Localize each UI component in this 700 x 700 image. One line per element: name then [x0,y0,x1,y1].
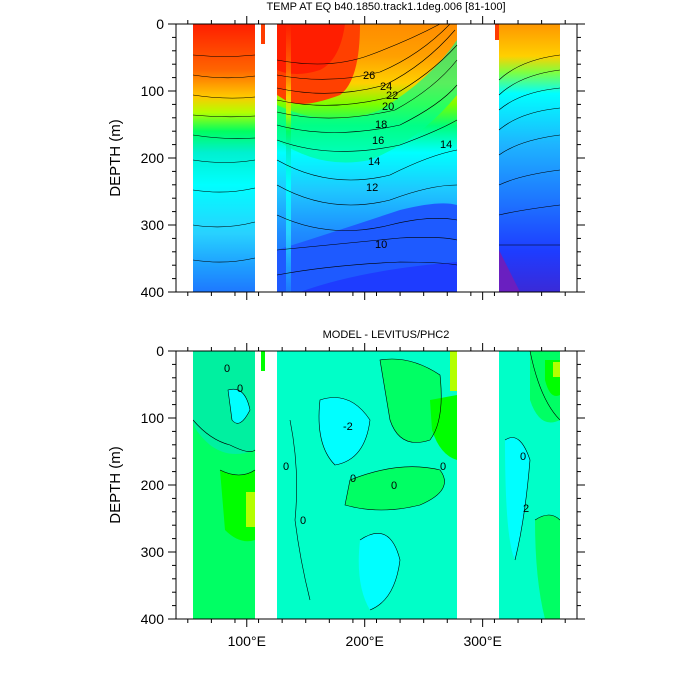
bottom-east-yellow [553,362,560,377]
top-x-ticks [187,16,566,300]
bottom-east-cyan [505,437,530,560]
top-contour-label: 18 [375,119,387,131]
top-contour-label: 24 [380,81,392,93]
bottom-central-cyan-a [319,397,370,465]
bottom-central-green-b [345,466,445,510]
bottom-contour-field: 0 0 -2 0 0 0 0 0 2 0 [193,351,560,619]
top-chart-title: TEMP AT EQ b40.1850.track1.1deg.006 [81-… [266,1,505,13]
bottom-chart-title: MODEL - LEVITUS/PHC2 [323,329,450,341]
top-contour-labels: 26 24 22 20 18 16 14 14 12 10 [363,70,452,251]
bottom-contour-label: -2 [343,421,353,433]
bottom-strip-a [261,351,265,371]
bottom-contour-label: 0 [350,473,356,485]
x-tick-label: 300°E [463,633,501,649]
top-strip-c [495,24,499,40]
bottom-contour-label: 0 [391,480,397,492]
bottom-west-yellow [246,492,255,527]
bottom-central-green-c [430,395,457,460]
bottom-west-light [193,351,255,454]
bottom-y-axis-label: DEPTH (m) [107,446,124,524]
bottom-y-tick-label: 100 [141,410,165,426]
top-contour-label: 26 [363,70,375,82]
bottom-contour-label: 0 [300,515,306,527]
bottom-contour-label: 0 [283,461,289,473]
x-tick-label: 100°E [228,633,266,649]
bottom-contour-label: 2 [523,503,529,515]
x-tick-label: 200°E [346,633,384,649]
bottom-y-tick-label: 300 [141,544,165,560]
bottom-east-deep [535,515,560,619]
bottom-contour-lines [193,351,560,611]
top-y-axis-label: DEPTH (m) [107,119,124,197]
top-deep-blue [300,262,457,292]
bottom-central-green-a [380,359,442,443]
bottom-contour-label: 0 [520,451,526,463]
bottom-x-axis: 100°E 200°E 300°E [187,343,566,649]
top-contour-label: 14 [368,156,380,168]
bottom-y-tick-label: 200 [141,477,165,493]
bottom-contour-label: 0 [224,363,230,375]
top-thermocline-band [277,40,457,163]
bottom-strip-b [286,351,291,619]
bottom-central-yellow [450,351,457,391]
top-contour-lines [193,24,560,276]
bottom-contour-label: 0 [237,383,243,395]
top-warm-core-inner [277,24,345,74]
bottom-central-cyan-b [358,533,400,610]
top-contour-label: 22 [386,90,398,102]
top-contour-label: 20 [382,101,394,113]
bottom-panel: MODEL - LEVITUS/PHC2 [107,329,585,649]
top-y-tick-label: 300 [141,217,165,233]
bottom-y-tick-label: 400 [141,611,165,627]
top-contour-label: 14 [440,139,452,151]
top-y-tick-label: 200 [141,150,165,166]
top-region-west [193,24,255,292]
top-contour-label: 10 [375,239,387,251]
top-y-tick-label: 0 [156,16,164,32]
top-panel: TEMP AT EQ b40.1850.track1.1deg.006 [81-… [107,1,585,300]
top-contour-field: 26 24 22 20 18 16 14 14 12 10 [193,24,560,292]
top-strip-a [261,24,265,44]
top-y-tick-label: 100 [141,83,165,99]
top-contour-label: 16 [372,135,384,147]
bottom-y-tick-label: 0 [156,343,164,359]
top-y-tick-label: 400 [141,284,165,300]
top-y-axis: DEPTH (m) 0 100 200 300 400 [107,16,585,300]
bottom-contour-labels: 0 0 -2 0 0 0 0 0 2 0 [224,363,529,527]
bottom-contour-label: 0 [440,461,446,473]
top-east-deep [499,250,520,292]
bottom-west-cyan [228,389,250,424]
top-contour-label: 12 [366,182,378,194]
top-strip-b [286,24,291,292]
top-region-east [499,24,560,292]
